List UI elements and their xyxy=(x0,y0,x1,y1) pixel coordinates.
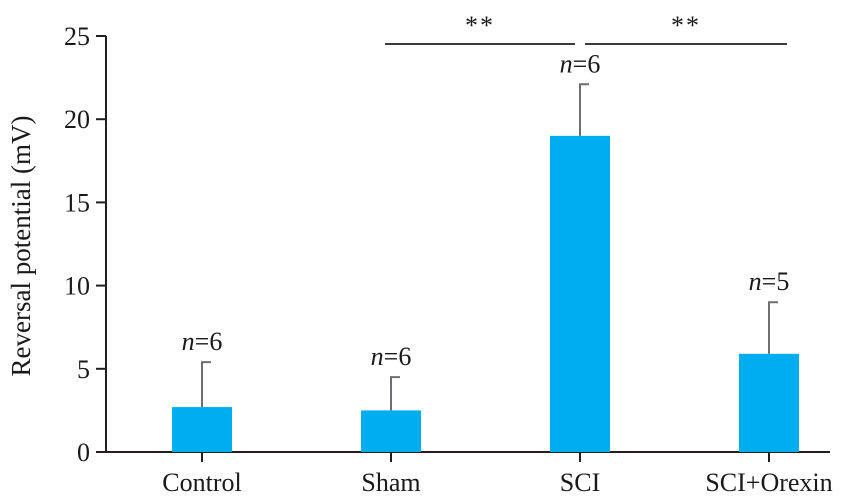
n-labels: n=6 n=6 n=6 n=5 xyxy=(182,49,790,371)
y-tick-label: 5 xyxy=(77,355,90,384)
bar xyxy=(172,407,232,452)
significance-label: ** xyxy=(465,11,495,40)
y-tick-label: 15 xyxy=(64,188,90,217)
axes: 0 5 10 15 20 25 Control Sham SCI SCI+Orexin xyxy=(64,22,833,497)
y-tick-label: 10 xyxy=(64,272,90,301)
x-tick-label: Control xyxy=(162,468,241,496)
n-label: n=6 xyxy=(182,327,223,356)
error-bars xyxy=(201,83,778,411)
y-tick-label: 0 xyxy=(77,438,90,467)
x-tick-label: Sham xyxy=(361,468,420,496)
y-tick-label: 25 xyxy=(64,22,90,51)
x-tick-label: SCI+Orexin xyxy=(705,468,832,496)
bars xyxy=(172,135,799,452)
significance-brackets: ** ** xyxy=(385,11,787,45)
n-label: n=5 xyxy=(749,267,790,296)
bar xyxy=(739,353,799,452)
n-label: n=6 xyxy=(371,342,412,371)
bar xyxy=(550,135,610,452)
y-axis-label: Reversal potential (mV) xyxy=(6,116,36,377)
n-label: n=6 xyxy=(560,49,601,78)
y-tick-label: 20 xyxy=(64,105,90,134)
x-tick-label: SCI xyxy=(560,468,600,496)
bar xyxy=(361,410,421,452)
significance-label: ** xyxy=(671,11,701,40)
